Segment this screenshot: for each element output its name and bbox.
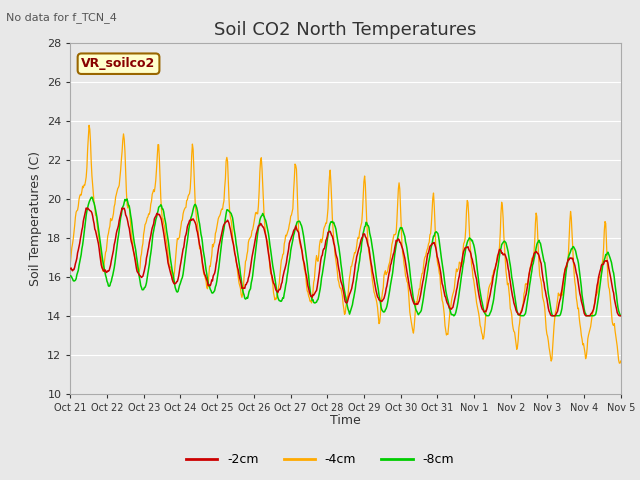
-2cm (582, 313, 589, 319)
-8cm (434, 230, 442, 236)
-4cm (233, 262, 241, 268)
-4cm (85, 122, 93, 128)
-2cm (281, 266, 289, 272)
X-axis label: Time: Time (330, 414, 361, 427)
-8cm (67, 273, 74, 279)
-4cm (434, 262, 442, 267)
-4cm (67, 260, 74, 265)
-2cm (233, 262, 241, 268)
Line: -2cm: -2cm (70, 208, 621, 316)
-2cm (67, 266, 74, 272)
-8cm (260, 214, 268, 219)
-2cm (403, 269, 411, 275)
Y-axis label: Soil Temperatures (C): Soil Temperatures (C) (29, 151, 42, 286)
-2cm (118, 205, 126, 211)
-4cm (281, 238, 289, 244)
-8cm (88, 194, 96, 200)
Line: -4cm: -4cm (70, 125, 621, 363)
-2cm (434, 255, 442, 261)
-8cm (450, 313, 458, 319)
Title: Soil CO2 North Temperatures: Soil CO2 North Temperatures (214, 21, 477, 39)
-8cm (233, 245, 241, 251)
-4cm (616, 360, 623, 366)
-2cm (260, 227, 268, 232)
-8cm (403, 246, 411, 252)
Line: -8cm: -8cm (70, 197, 621, 316)
-4cm (260, 214, 268, 220)
-8cm (132, 247, 140, 253)
Text: No data for f_TCN_4: No data for f_TCN_4 (6, 12, 117, 23)
-4cm (617, 358, 625, 364)
-2cm (617, 313, 625, 319)
-8cm (281, 287, 289, 293)
-4cm (403, 279, 411, 285)
-8cm (617, 312, 625, 318)
-2cm (132, 261, 140, 267)
Text: VR_soilco2: VR_soilco2 (81, 57, 156, 70)
Legend: -2cm, -4cm, -8cm: -2cm, -4cm, -8cm (181, 448, 459, 471)
-4cm (132, 257, 140, 263)
